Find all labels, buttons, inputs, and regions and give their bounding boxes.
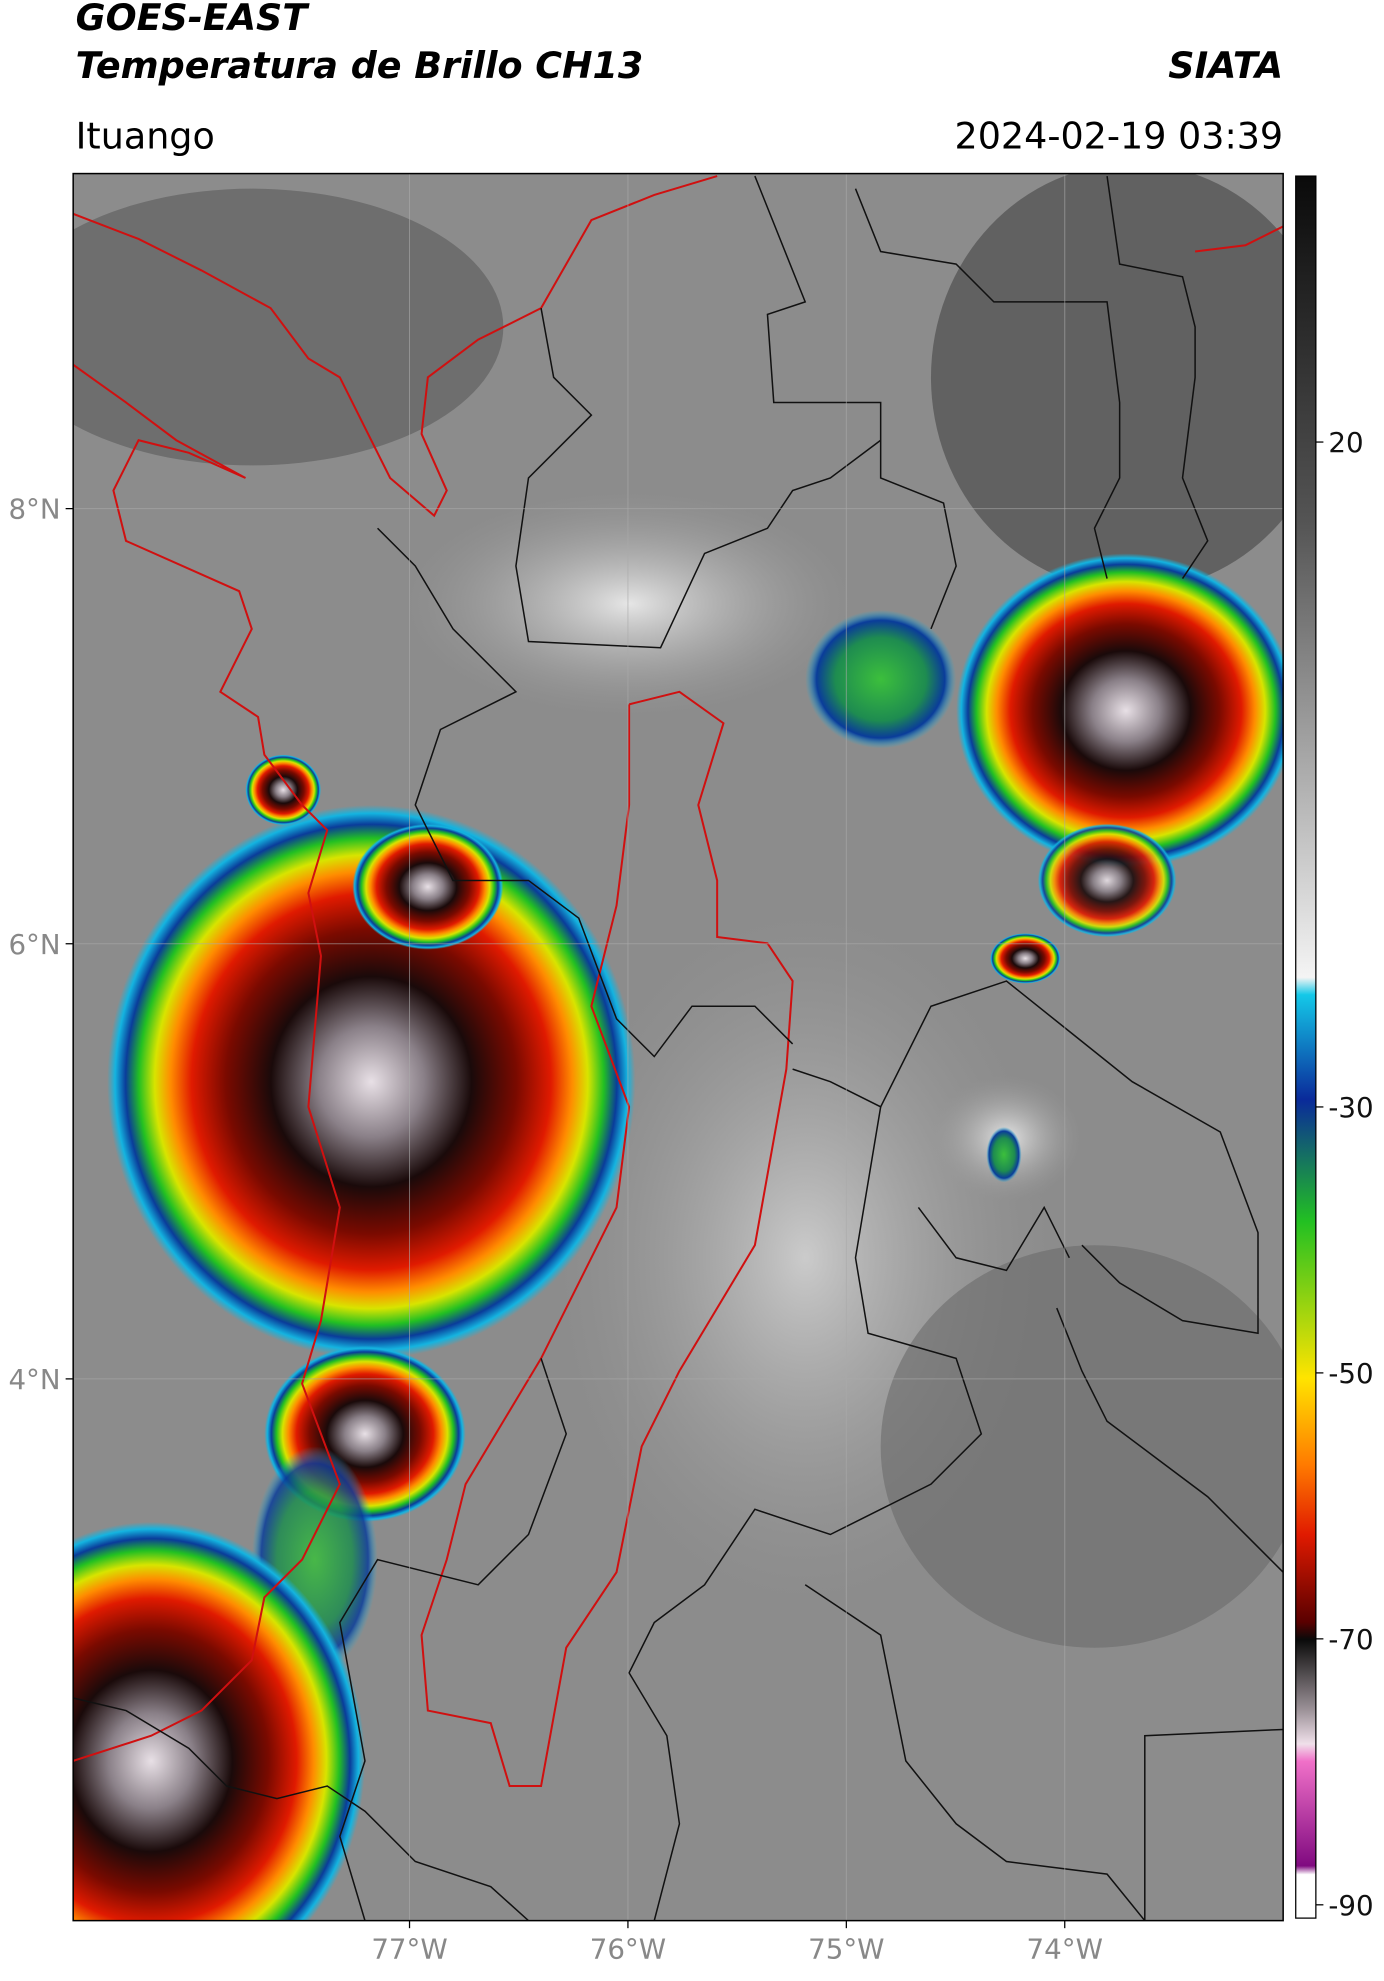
admin-borders [73, 175, 1284, 1921]
storm-cell [956, 553, 1284, 868]
colorbar-tick-label: -50 [1328, 1357, 1373, 1390]
y-tick-label: 6°N [8, 928, 60, 961]
datetime: 2024-02-19 03:39 [955, 114, 1284, 157]
dark-region [880, 1245, 1284, 1648]
storm-cell [990, 933, 1061, 984]
storm-cell [73, 1521, 365, 1921]
map-frame [72, 172, 1284, 1922]
storm-cell [1037, 823, 1177, 938]
brand: SIATA [1168, 44, 1283, 87]
x-tick-label: 74°W [1027, 1932, 1103, 1965]
dark-region [73, 188, 504, 466]
title: GOES-EAST [76, 0, 311, 39]
colorbar-tick-label: -30 [1328, 1091, 1373, 1124]
x-tick-label: 77°W [371, 1932, 447, 1965]
map-area [73, 173, 1284, 1921]
x-tick-label: 75°W [808, 1932, 884, 1965]
bright-region [402, 490, 856, 717]
cloud-cell [986, 1126, 1022, 1183]
cloud-cell [805, 610, 957, 749]
colorbar-tick-label: 20 [1328, 426, 1363, 459]
grid [73, 173, 1284, 1921]
location: Ituango [76, 114, 215, 157]
subtitle: Temperatura de Brillo CH13 [76, 44, 644, 87]
ticks: 77°W 76°W 75°W 74°W 8°N 6°N 4°N 20 -30 -50 -70 -90 [8, 426, 1373, 1965]
storm-cell [245, 754, 321, 826]
y-tick-label: 8°N [8, 493, 60, 526]
storm-cell [352, 823, 504, 950]
colorbar [1295, 175, 1317, 1919]
x-tick-label: 76°W [590, 1932, 666, 1965]
coastline [73, 175, 1284, 1788]
colorbar-tick-label: -90 [1328, 1889, 1373, 1922]
y-tick-label: 4°N [8, 1363, 60, 1396]
colorbar-tick-label: -70 [1328, 1623, 1373, 1656]
dark-region [931, 173, 1284, 592]
